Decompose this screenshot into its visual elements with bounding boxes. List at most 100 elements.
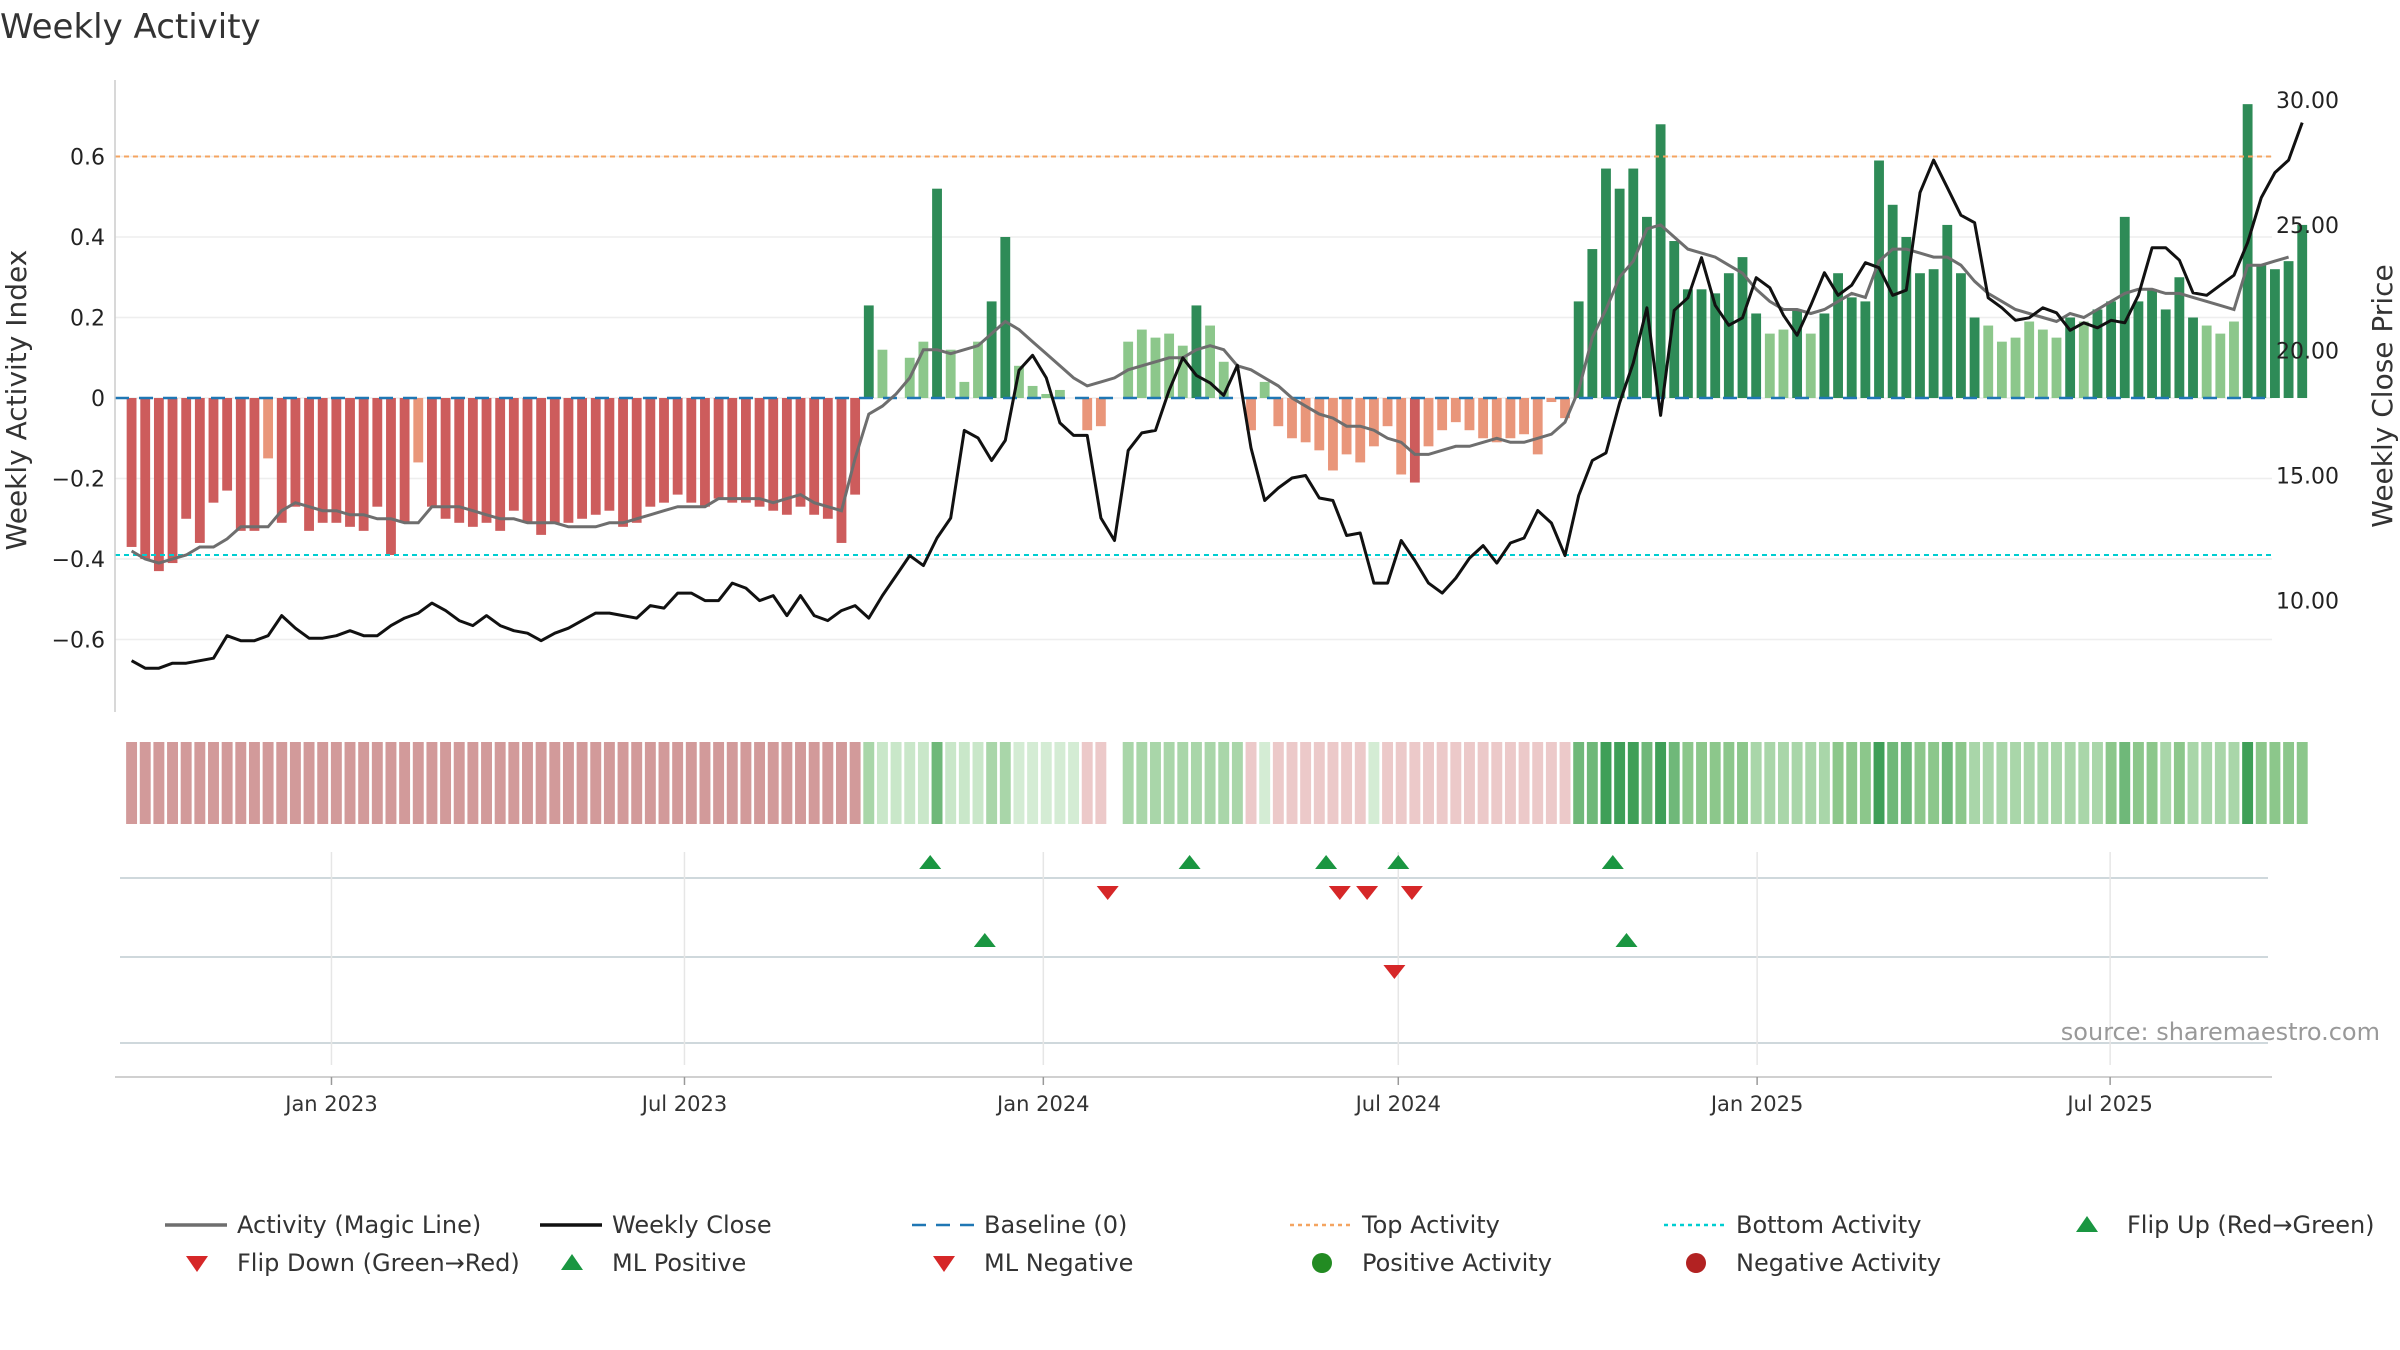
activity-bar	[563, 398, 574, 523]
strip-cell	[1832, 742, 1844, 824]
activity-bar	[1601, 168, 1611, 399]
strip-cell	[235, 742, 247, 824]
strip-cell	[1150, 742, 1161, 824]
activity-bar	[508, 398, 519, 511]
legend-label: ML Negative	[984, 1249, 1133, 1277]
activity-bar	[768, 398, 779, 511]
strip-cell	[672, 742, 684, 824]
strip-cell	[1723, 742, 1735, 824]
strip-cell	[2132, 742, 2144, 824]
activity-bar	[1546, 398, 1557, 403]
activity-bar	[345, 398, 355, 527]
legend: Activity (Magic Line) Weekly Close Baselin…	[165, 1211, 2375, 1277]
strip-cell	[2105, 742, 2117, 824]
strip-cell	[590, 742, 602, 824]
flip-up-marker	[1178, 855, 1201, 869]
activity-bar	[700, 398, 710, 507]
activity-bar	[741, 398, 751, 503]
strip-cell	[1477, 742, 1489, 824]
y-tick-label: −0.2	[52, 468, 105, 493]
strip-cell	[289, 742, 301, 824]
legend-item: Positive Activity	[1312, 1249, 1552, 1277]
x-tick-label: Jul 2024	[1354, 1092, 1441, 1116]
activity-bar	[1696, 289, 1707, 399]
activity-bar	[467, 398, 478, 527]
activity-bar	[317, 398, 328, 523]
strip-cell	[1081, 742, 1093, 824]
strip-cell	[1300, 742, 1312, 824]
legend-item: Flip Up (Red→Green)	[2076, 1211, 2375, 1239]
legend-swatch	[561, 1254, 583, 1270]
activity-bar	[2037, 329, 2048, 399]
legend-label: Bottom Activity	[1736, 1211, 1921, 1239]
activity-bar	[809, 398, 820, 515]
legend-label: Activity (Magic Line)	[237, 1211, 481, 1239]
legend-label: Flip Down (Green→Red)	[237, 1249, 520, 1277]
strip-cell	[1969, 742, 1981, 824]
activity-bars	[126, 104, 2308, 572]
activity-bar	[2297, 224, 2308, 399]
activity-bar	[1996, 341, 2007, 399]
strip-cell	[412, 742, 424, 824]
activity-bar	[1956, 273, 1966, 399]
flip-down-marker	[1356, 886, 1379, 900]
activity-bar	[1491, 398, 1502, 443]
activity-bar	[1300, 398, 1311, 443]
legend-label: Baseline (0)	[984, 1211, 1127, 1239]
strip-cell	[371, 742, 383, 824]
activity-bar	[1723, 273, 1734, 399]
y2-axis-title: Weekly Close Price	[2366, 264, 2399, 527]
activity-bar	[481, 398, 492, 523]
strip-cell	[1122, 742, 1134, 824]
strip-cell	[740, 742, 752, 824]
strip-cell	[1655, 742, 1667, 824]
activity-bar	[536, 398, 547, 535]
activity-bar	[1710, 293, 1721, 399]
activity-bar	[918, 341, 929, 399]
activity-bar	[2270, 269, 2280, 399]
activity-bar	[2051, 337, 2062, 399]
strip-cell	[1859, 742, 1871, 824]
ml-positive-marker	[973, 933, 996, 947]
strip-cell	[262, 742, 274, 824]
ml-negative-marker	[1383, 965, 1406, 979]
activity-bar	[713, 398, 724, 499]
strip-cell	[986, 742, 998, 824]
activity-bar	[836, 398, 847, 543]
y-tick-label: −0.4	[52, 548, 105, 573]
strip-cell	[1341, 742, 1353, 824]
activity-bar	[1164, 333, 1175, 399]
legend-item: Bottom Activity	[1664, 1211, 1921, 1239]
legend-label: Weekly Close	[612, 1211, 772, 1239]
legend-item: ML Negative	[933, 1249, 1133, 1277]
strip-cell	[836, 742, 847, 824]
strip-cell	[1068, 742, 1080, 824]
strip-cell	[1600, 742, 1612, 824]
strip-cell	[440, 742, 452, 824]
activity-bar	[1628, 168, 1639, 399]
activity-bar	[1805, 333, 1816, 399]
x-tick-label: Jul 2023	[640, 1092, 727, 1116]
activity-bar	[181, 398, 192, 519]
activity-bar	[1969, 317, 1980, 399]
strip-cell	[1013, 742, 1025, 824]
activity-bar	[781, 398, 792, 515]
strip-cell	[1136, 742, 1148, 824]
strip-cell	[2078, 742, 2090, 824]
activity-bar	[2188, 317, 2198, 399]
strip-cell	[385, 742, 397, 824]
activity-bar	[1464, 398, 1475, 431]
activity-bar	[2010, 337, 2021, 399]
strip-cell	[330, 742, 342, 824]
activity-bar	[1874, 160, 1884, 399]
activity-bar	[1409, 398, 1420, 483]
activity-bar	[2174, 277, 2185, 399]
activity-bar	[672, 398, 683, 495]
activity-bar	[1901, 236, 1912, 399]
activity-bar	[1846, 297, 1857, 399]
strip-cell	[522, 742, 533, 824]
strip-cell	[344, 742, 356, 824]
x-tick-label: Jan 2024	[995, 1092, 1090, 1116]
y-tick-label: 0.6	[70, 146, 105, 171]
